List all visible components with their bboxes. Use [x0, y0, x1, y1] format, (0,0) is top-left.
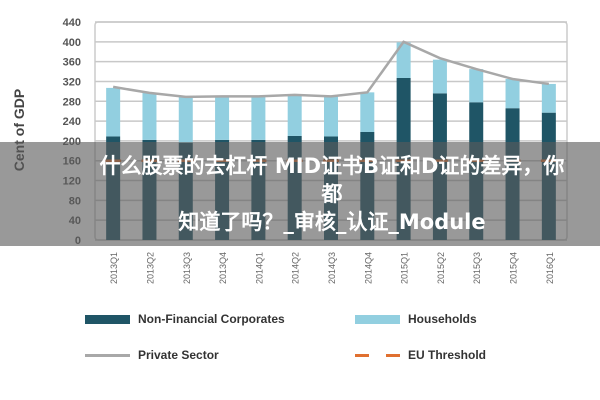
bar-households [287, 94, 302, 136]
x-tick-label: 2015Q4 [509, 252, 519, 284]
x-tick-label: 2014Q3 [327, 252, 337, 284]
bar-households [396, 42, 411, 78]
bar-households [324, 95, 338, 137]
overlay-banner: 什么股票的去杠杆 MID证书B证和D证的差异，你都 知道了吗？_审核_认证_Mo… [0, 142, 600, 246]
legend-item: Non-Financial Corporates [85, 312, 285, 326]
x-tick-label: 2015Q3 [472, 252, 482, 284]
y-tick-label: 400 [63, 37, 81, 49]
legend-swatch [355, 353, 400, 357]
x-tick-label: 2014Q1 [254, 252, 264, 284]
bar-households [432, 59, 447, 94]
legend-swatch [85, 353, 130, 357]
legend-label: Non-Financial Corporates [138, 312, 285, 326]
private-sector-line [112, 40, 550, 99]
bar-households [178, 96, 193, 143]
overlay-text-line: 什么股票的去杠杆 MID证书B证和D证的差异，你都 [99, 154, 565, 206]
y-tick-label: 440 [63, 17, 81, 29]
x-tick-label: 2013Q1 [109, 252, 119, 284]
bar-households [469, 69, 484, 103]
x-tick-label: 2016Q1 [545, 252, 555, 284]
legend-item: Households [355, 312, 477, 326]
legend-label: EU Threshold [408, 348, 487, 362]
x-tick-label: 2014Q2 [291, 252, 301, 284]
bar-households [215, 96, 230, 140]
x-tick-label: 2015Q2 [436, 252, 446, 284]
y-tick-label: 240 [63, 116, 81, 128]
x-tick-label: 2013Q3 [182, 252, 192, 284]
x-tick-label: 2014Q4 [363, 252, 373, 284]
legend-label: Private Sector [138, 348, 219, 362]
overlay-text-line: 知道了吗？_审核_认证_Module [178, 210, 486, 234]
bar-households [360, 92, 375, 132]
legend-swatch [355, 314, 400, 324]
bar-households [541, 83, 556, 113]
legend-label: Households [408, 312, 477, 326]
bar-households [505, 78, 520, 109]
y-tick-label: 320 [63, 76, 81, 88]
y-tick-label: 280 [63, 96, 81, 108]
y-tick-label: 360 [63, 57, 81, 69]
legend-swatch [85, 314, 130, 324]
x-tick-label: 2015Q1 [400, 252, 410, 284]
x-tick-label: 2013Q4 [218, 252, 228, 284]
legend-item: EU Threshold [355, 348, 486, 362]
bar-households [142, 92, 157, 140]
legend-item: Private Sector [85, 348, 219, 362]
bar-households [251, 96, 266, 140]
bar-households [106, 87, 121, 137]
overlay-text: 什么股票的去杠杆 MID证书B证和D证的差异，你都 知道了吗？_审核_认证_Mo… [98, 142, 566, 246]
x-tick-label: 2013Q2 [145, 252, 155, 284]
